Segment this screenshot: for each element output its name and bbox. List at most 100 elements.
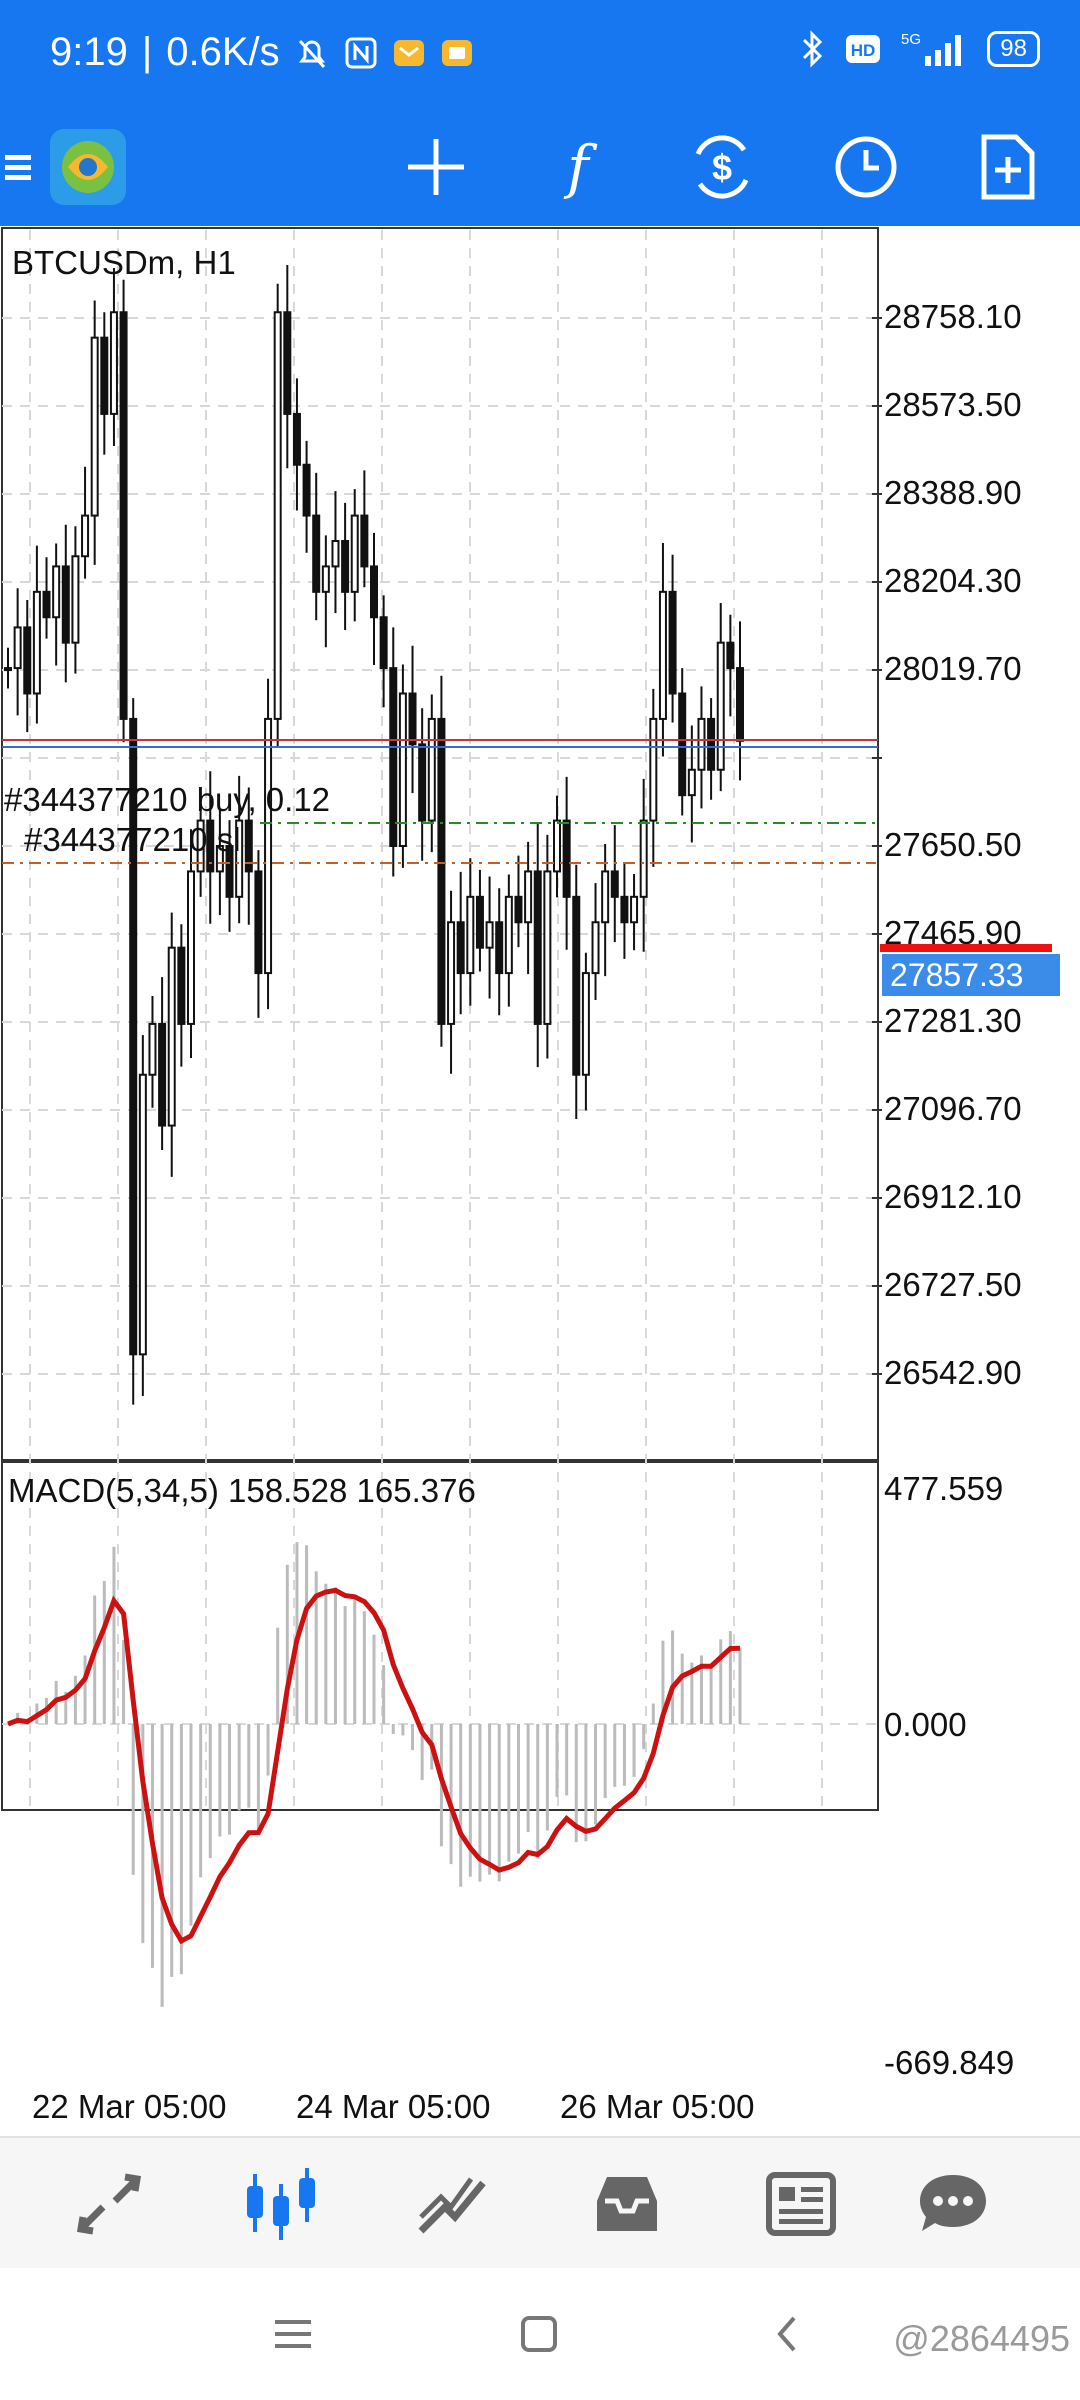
candle-body xyxy=(466,895,475,975)
candle-body xyxy=(177,946,186,1025)
candle-body xyxy=(273,311,282,720)
messages-tab[interactable] xyxy=(888,2138,1018,2270)
chart-tab[interactable] xyxy=(216,2138,346,2270)
time-tick: 24 Mar 05:00 xyxy=(296,2088,491,2125)
candle-body xyxy=(678,692,687,797)
news-icon xyxy=(766,2172,836,2236)
nfc-icon xyxy=(344,36,378,70)
candle-body xyxy=(254,870,263,975)
axis-ticks xyxy=(872,317,882,1375)
candle-body xyxy=(109,311,118,415)
candle-body xyxy=(475,895,484,949)
candle-body xyxy=(100,336,109,415)
chart-area[interactable]: BTCUSDm, H1 #344377210 buy, 0.12 #344377… xyxy=(0,226,1080,2136)
price-tick: 27096.70 xyxy=(884,1090,1022,1127)
price-tick: 27281.30 xyxy=(884,1002,1022,1039)
candle-body xyxy=(321,565,330,593)
bluetooth-icon xyxy=(799,30,827,68)
chart-canvas[interactable] xyxy=(0,226,1080,2136)
trade-tab[interactable] xyxy=(388,2138,518,2270)
news-tab[interactable] xyxy=(736,2138,866,2270)
indicators-icon[interactable]: f xyxy=(530,108,626,226)
price-tick: 28388.90 xyxy=(884,474,1022,511)
candle-body xyxy=(129,717,138,1356)
candle-body xyxy=(81,514,90,558)
candle-body xyxy=(119,311,128,720)
watermark: @2864495 xyxy=(893,2318,1070,2359)
candle-body xyxy=(302,463,311,517)
history-tab[interactable] xyxy=(562,2138,692,2270)
bottom-tab-bar xyxy=(0,2136,1080,2270)
new-order-icon[interactable] xyxy=(958,108,1058,226)
candle-body xyxy=(331,540,340,568)
candle-body xyxy=(639,819,648,898)
time-tick: 22 Mar 05:00 xyxy=(32,2088,227,2125)
indicator-glyph: f xyxy=(567,133,589,201)
chart-toolbar: f $ xyxy=(0,108,1080,226)
trade-chart-icon xyxy=(418,2177,486,2234)
candle-body xyxy=(206,819,215,873)
candle-body xyxy=(4,667,12,672)
current-price-marker xyxy=(880,944,1052,952)
status-right: HD 5G 98 xyxy=(799,30,1040,68)
candle-body xyxy=(235,819,244,898)
candle-body xyxy=(707,717,716,771)
timeframe-clock-icon[interactable] xyxy=(816,108,916,226)
trade-icon[interactable]: $ xyxy=(672,108,772,226)
candle-body xyxy=(620,895,629,924)
clock: 9:19 xyxy=(50,30,128,74)
candle-body xyxy=(591,921,600,975)
candle-body xyxy=(264,717,273,975)
candle-body xyxy=(447,921,456,1025)
candle-body xyxy=(630,895,639,924)
candle-body xyxy=(514,895,523,924)
network-type: 5G xyxy=(901,31,921,48)
candle-body xyxy=(456,921,465,975)
back-button[interactable] xyxy=(752,2268,822,2400)
status-left: 9:19 | 0.6K/s xyxy=(50,30,474,75)
home-square-icon xyxy=(521,2316,557,2352)
crosshair-icon[interactable] xyxy=(388,108,484,226)
menu-icon[interactable] xyxy=(0,108,40,226)
candle-body xyxy=(533,870,542,1025)
chat-icon xyxy=(920,2175,986,2231)
candle-body xyxy=(379,616,388,670)
home-button[interactable] xyxy=(504,2268,574,2400)
price-tick: 27650.50 xyxy=(884,826,1022,863)
candle-body xyxy=(649,717,658,822)
candle-body xyxy=(23,626,32,695)
candle-body xyxy=(42,590,51,619)
candle-body xyxy=(736,667,744,742)
hd-text: HD xyxy=(851,41,876,60)
symbol-label: BTCUSDm, H1 xyxy=(12,244,236,281)
candle-body xyxy=(495,921,504,975)
candle-body xyxy=(341,540,350,593)
mail-notification-icon xyxy=(392,36,426,70)
candle-body xyxy=(658,590,667,720)
price-tick: 28758.10 xyxy=(884,298,1022,335)
candle-body xyxy=(697,717,706,771)
battery-indicator: 98 xyxy=(987,31,1040,67)
candle-body xyxy=(610,870,619,898)
candles xyxy=(4,264,744,1405)
candle-body xyxy=(148,1022,157,1076)
candle-body xyxy=(418,743,427,822)
candle-body xyxy=(716,641,725,771)
candle-body xyxy=(196,819,205,873)
back-chevron-icon xyxy=(777,2316,796,2352)
sl-label: #344377210 sl xyxy=(24,821,241,858)
candle-body xyxy=(360,514,369,568)
quotes-tab[interactable] xyxy=(44,2138,174,2270)
metatrader-logo[interactable] xyxy=(46,108,130,226)
separator: | xyxy=(141,30,153,74)
order-label: #344377210 buy, 0.12 xyxy=(4,781,331,818)
network-speed: 0.6K/s xyxy=(166,30,280,74)
candle-body xyxy=(581,972,590,1076)
recent-apps-button[interactable] xyxy=(258,2268,328,2400)
price-tick: 28019.70 xyxy=(884,650,1022,687)
inbox-icon xyxy=(597,2177,657,2231)
candle-body xyxy=(398,692,407,847)
candle-body xyxy=(668,590,677,695)
candle-body xyxy=(350,514,359,593)
candle-body xyxy=(504,895,513,975)
